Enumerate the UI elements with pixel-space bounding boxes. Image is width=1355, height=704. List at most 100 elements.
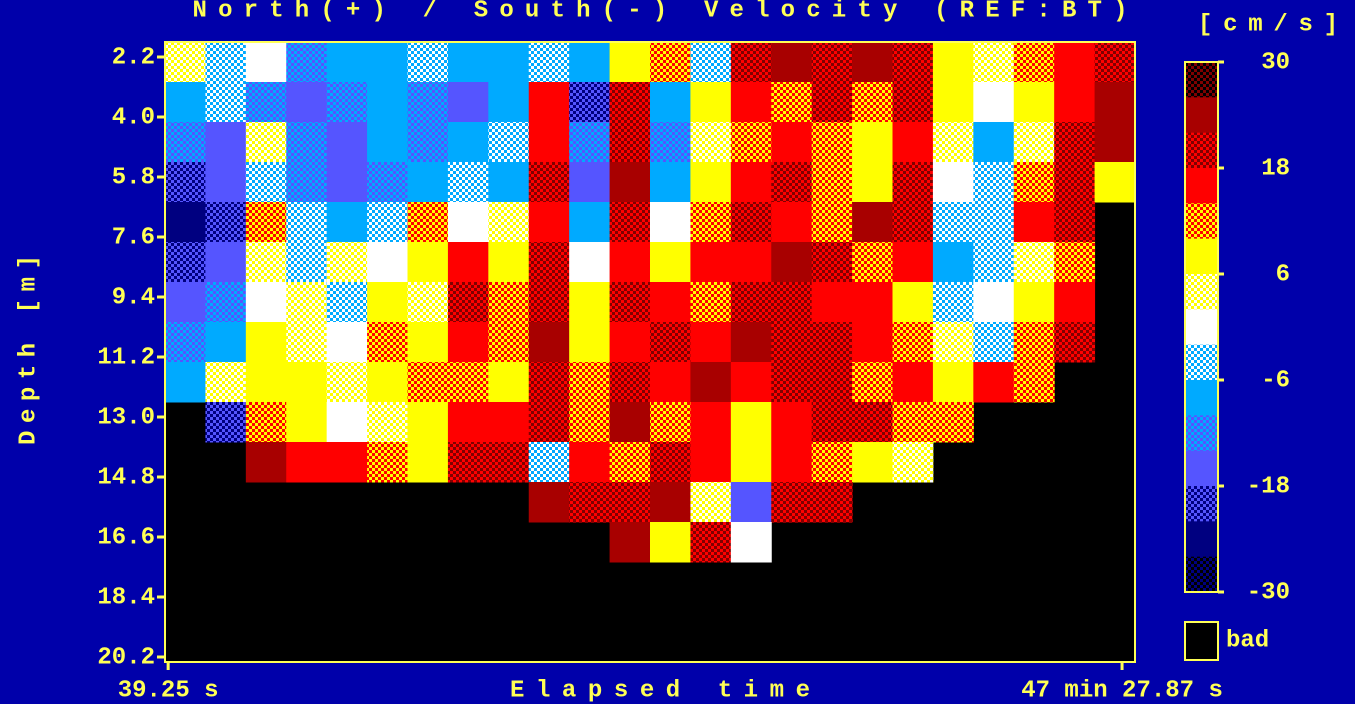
heatmap-cell (932, 82, 974, 123)
heatmap-cell (771, 242, 813, 283)
colorbar-band (1185, 62, 1218, 98)
heatmap-cell (1054, 282, 1096, 323)
heatmap-cell (1013, 322, 1055, 363)
heatmap-cell (1054, 82, 1096, 123)
colorbar-band (1185, 556, 1218, 593)
heatmap-cell (650, 442, 691, 483)
heatmap-cell (245, 202, 287, 243)
heatmap-cell (569, 162, 611, 203)
heatmap-cell (1094, 162, 1136, 203)
colorbar-band (1185, 97, 1218, 133)
y-tick-label: 11.2 (97, 344, 155, 371)
heatmap-cell (892, 282, 934, 323)
heatmap-cell (690, 122, 732, 163)
heatmap-cell (1094, 42, 1136, 83)
heatmap-cell (367, 362, 408, 403)
heatmap-cell (609, 162, 651, 203)
heatmap-cell (730, 202, 772, 243)
heatmap-cell (447, 122, 489, 163)
heatmap-cell (447, 282, 489, 323)
heatmap-cell (811, 122, 853, 163)
colorbar-band (1185, 486, 1218, 522)
heatmap-cell (488, 322, 530, 363)
heatmap-cell (609, 482, 651, 523)
heatmap-cell (165, 82, 206, 123)
heatmap-cell (407, 362, 449, 403)
heatmap-cell (690, 362, 732, 403)
heatmap (165, 42, 1136, 563)
heatmap-cell (528, 282, 570, 323)
heatmap-cell (609, 522, 651, 563)
x-tick-label: 39.25 s (118, 677, 219, 704)
heatmap-cell (811, 282, 853, 323)
heatmap-cell (245, 282, 287, 323)
heatmap-cell (690, 522, 732, 563)
heatmap-cell (447, 42, 489, 83)
heatmap-cell (326, 42, 368, 83)
heatmap-cell (771, 42, 813, 83)
heatmap-cell (973, 202, 1015, 243)
heatmap-cell (569, 322, 611, 363)
heatmap-cell (811, 322, 853, 363)
heatmap-cell (165, 162, 206, 203)
heatmap-cell (650, 122, 691, 163)
heatmap-cell (245, 122, 287, 163)
heatmap-cell (771, 362, 813, 403)
heatmap-cell (165, 242, 206, 283)
heatmap-cell (407, 162, 449, 203)
heatmap-cell (811, 42, 853, 83)
heatmap-cell (205, 202, 247, 243)
heatmap-cell (811, 402, 853, 443)
heatmap-cell (528, 162, 570, 203)
heatmap-cell (569, 202, 611, 243)
heatmap-cell (407, 282, 449, 323)
y-axis-label: Depth [m] (15, 255, 42, 445)
heatmap-cell (771, 82, 813, 123)
heatmap-cell (932, 202, 974, 243)
heatmap-cell (650, 82, 691, 123)
heatmap-cell (609, 402, 651, 443)
heatmap-cell (650, 242, 691, 283)
heatmap-cell (771, 442, 813, 483)
heatmap-cell (771, 482, 813, 523)
heatmap-cell (326, 402, 368, 443)
heatmap-cell (407, 202, 449, 243)
heatmap-cell (569, 362, 611, 403)
heatmap-cell (690, 322, 732, 363)
heatmap-cell (771, 402, 813, 443)
heatmap-cell (488, 122, 530, 163)
heatmap-cell (367, 322, 408, 363)
heatmap-cell (245, 322, 287, 363)
colorbar-tick-label: -30 (1247, 579, 1290, 606)
heatmap-cell (488, 362, 530, 403)
heatmap-cell (730, 42, 772, 83)
y-tick-label: 13.0 (97, 404, 155, 431)
heatmap-cell (286, 282, 328, 323)
heatmap-cell (407, 42, 449, 83)
heatmap-cell (447, 242, 489, 283)
heatmap-cell (569, 242, 611, 283)
heatmap-cell (286, 122, 328, 163)
heatmap-cell (973, 322, 1015, 363)
heatmap-cell (407, 82, 449, 123)
heatmap-cell (892, 122, 934, 163)
heatmap-cell (650, 482, 691, 523)
heatmap-cell (165, 322, 206, 363)
heatmap-cell (245, 82, 287, 123)
y-tick-label: 14.8 (97, 464, 155, 491)
heatmap-cell (892, 82, 934, 123)
heatmap-cell (407, 242, 449, 283)
heatmap-cell (528, 42, 570, 83)
chart-title: North(+) / South(-) Velocity (REF:BT) (193, 0, 1128, 24)
heatmap-cell (326, 202, 368, 243)
heatmap-cell (447, 162, 489, 203)
heatmap-cell (1054, 162, 1096, 203)
heatmap-cell (650, 322, 691, 363)
heatmap-cell (690, 202, 732, 243)
heatmap-cell (1013, 162, 1055, 203)
heatmap-cell (852, 402, 893, 443)
heatmap-cell (367, 202, 408, 243)
heatmap-cell (488, 202, 530, 243)
heatmap-cell (973, 162, 1015, 203)
